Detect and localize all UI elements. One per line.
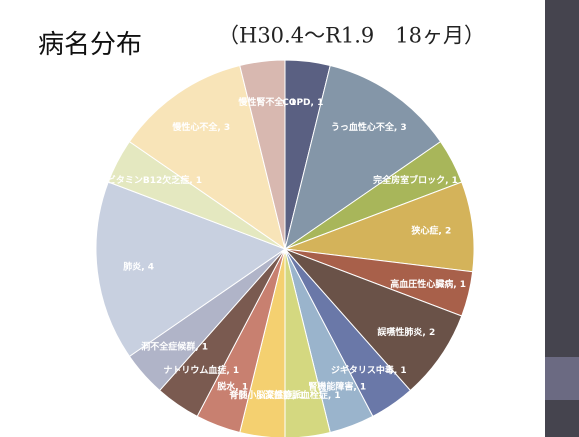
data-label: 慢性腎不全, 1 xyxy=(238,96,296,108)
subtitle: （H30.4〜R1.9 18ヶ月） xyxy=(218,24,485,48)
data-label: 洞不全症候群, 1 xyxy=(141,340,208,352)
data-label: 高血圧性心臓病, 1 xyxy=(390,278,466,290)
data-label: ナトリウム血症, 1 xyxy=(163,364,239,376)
pie-slice xyxy=(128,64,286,251)
pie-slice xyxy=(284,64,442,251)
data-label: 脱水, 1 xyxy=(217,380,248,392)
data-label: 肺炎, 4 xyxy=(123,260,154,272)
data-label: 脊髄小脳変性症, 1 xyxy=(228,389,305,401)
side-accent xyxy=(545,357,579,400)
data-label: 完全房室ブロック, 1 xyxy=(373,174,458,186)
data-label: 狭心症, 2 xyxy=(410,225,451,237)
data-label: 慢性心不全, 3 xyxy=(172,121,230,133)
data-label: うっ血性心不全, 3 xyxy=(331,121,407,133)
data-label: ジギタリス中毒, 1 xyxy=(331,364,407,376)
pie-slice xyxy=(95,181,287,358)
data-label: 腎機能障害, 1 xyxy=(308,380,366,392)
data-label: 深部静脈血栓症, 1 xyxy=(265,389,341,401)
title: 病名分布 xyxy=(38,30,142,60)
data-label: ビタミンB12欠乏症, 1 xyxy=(107,174,202,186)
data-label: 誤嚥性肺炎, 2 xyxy=(377,326,435,338)
pie-slice xyxy=(239,59,286,250)
data-label: COPD, 1 xyxy=(282,98,323,108)
pie: COPD, 1 うっ血性心不全, 3 完全房室ブロック, 1 狭心症, 2 高血圧性心臓… xyxy=(95,59,475,437)
